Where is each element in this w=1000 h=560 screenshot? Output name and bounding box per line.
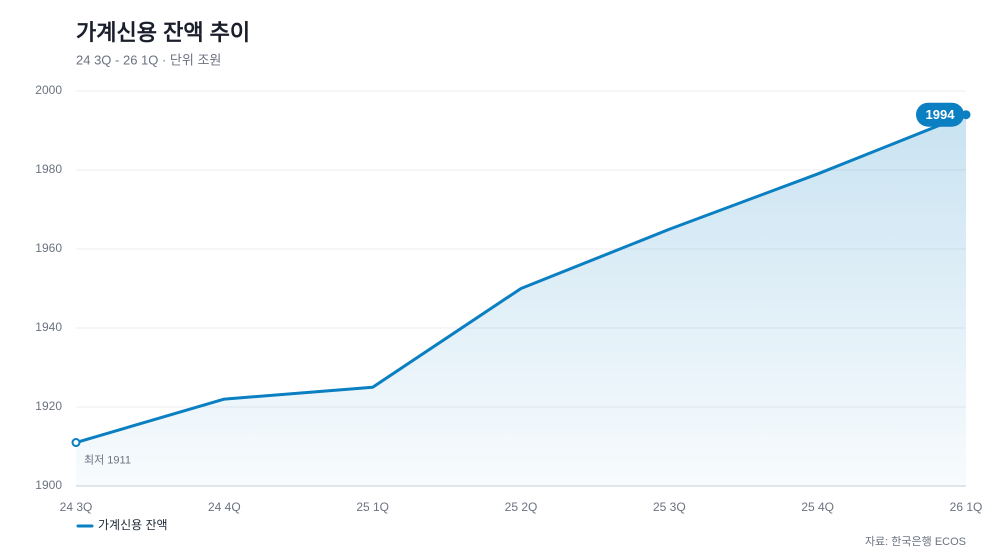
line	[75, 113, 967, 444]
x-tick-label: 25 1Q	[356, 500, 389, 514]
chart-title: 가계신용 잔액 추이	[76, 20, 250, 45]
chart-subtitle: 24 3Q - 26 1Q · 단위 조원	[76, 52, 221, 67]
y-tick-label: 1940	[35, 320, 62, 334]
area	[76, 114, 966, 486]
x-tick-label: 26 1Q	[950, 500, 983, 514]
x-tick-label: 25 3Q	[653, 500, 686, 514]
y-tick-label: 1900	[35, 478, 62, 492]
x-tick-label: 25 2Q	[505, 500, 538, 514]
legend-label: 가계신용 잔액	[98, 518, 168, 532]
value-label: 최저 1911	[84, 453, 131, 466]
y-tick-label: 2000	[35, 83, 62, 97]
y-tick-label: 1920	[35, 399, 62, 413]
x-tick-label: 24 3Q	[60, 500, 93, 514]
y-tick-label: 1980	[35, 162, 62, 176]
point-marker	[961, 110, 971, 120]
value-label: 1994	[926, 107, 956, 122]
x-tick-label: 24 4Q	[208, 500, 241, 514]
value-label-pill	[916, 102, 964, 127]
point-marker	[71, 438, 81, 448]
y-tick-label: 1960	[35, 241, 62, 255]
x-tick-label: 25 4Q	[801, 500, 834, 514]
source-note: 자료: 한국은행 ECOS	[865, 535, 966, 548]
